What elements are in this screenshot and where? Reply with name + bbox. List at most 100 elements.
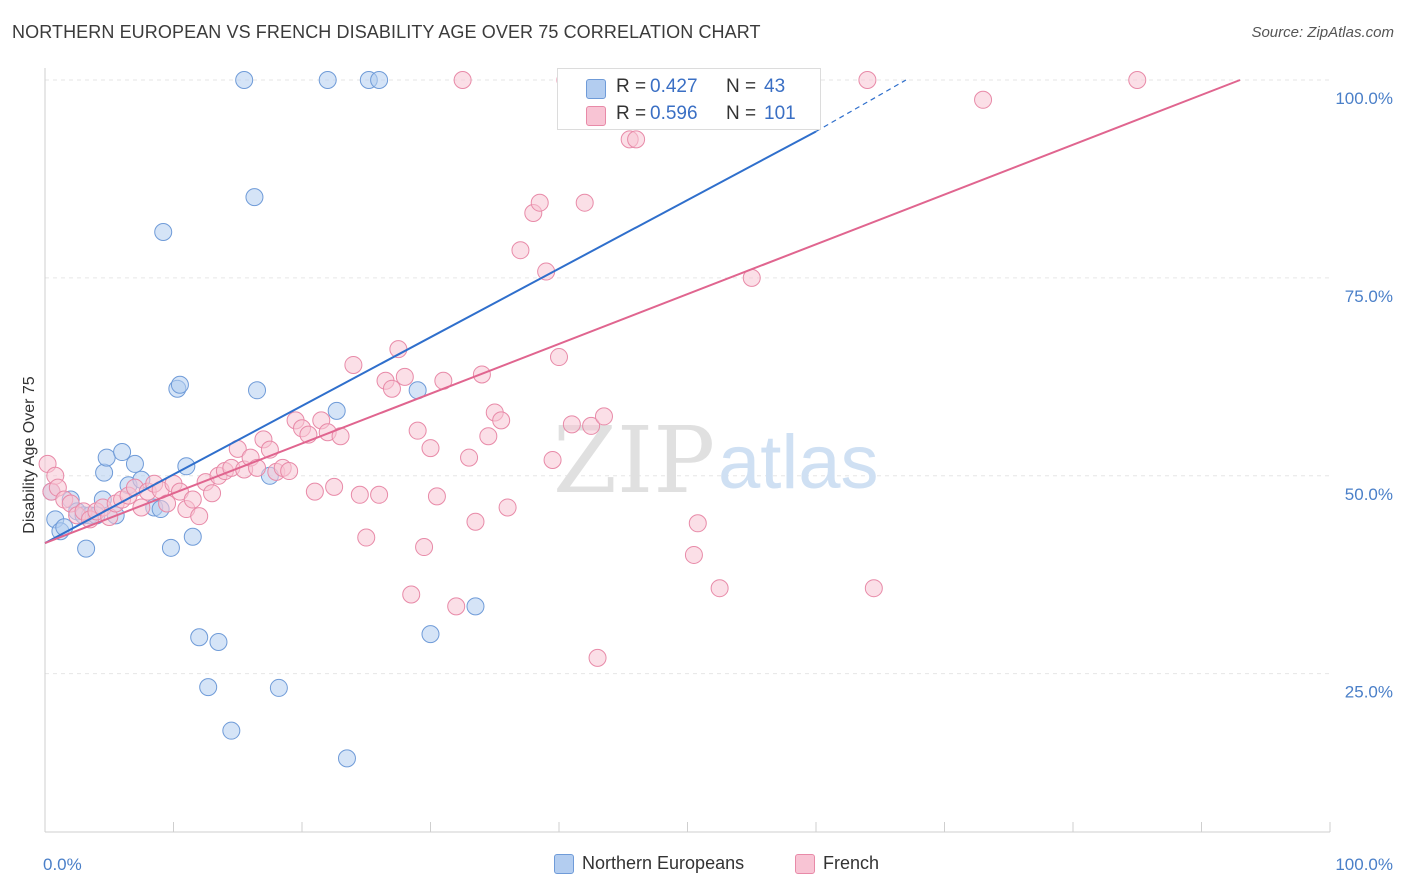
grid-lines: [45, 79, 1330, 675]
northern-europeans-point: [97, 448, 116, 467]
northern-europeans-point: [337, 749, 356, 768]
y-tick-label: 100.0%: [1335, 89, 1393, 108]
northern-europeans-point: [125, 454, 144, 473]
northern-europeans-point: [318, 71, 337, 89]
northern-europeans-point: [113, 443, 132, 462]
northern-europeans-point: [209, 633, 228, 652]
watermark-atlas: atlas: [718, 420, 879, 505]
french-point: [447, 597, 466, 616]
french-point: [688, 514, 707, 533]
french-point: [183, 490, 202, 509]
french-point: [479, 427, 498, 446]
northern-europeans-point: [183, 527, 202, 546]
correlation-legend: R = 0.427 N = 43 R = 0.596 N = 101: [557, 68, 821, 130]
legend-n-value: 43: [764, 76, 786, 97]
northern-europeans-point: [327, 401, 346, 420]
french-point: [280, 462, 299, 481]
legend-row-northern: R = 0.427 N = 43: [558, 73, 820, 101]
french-point: [370, 485, 389, 504]
french-point: [543, 450, 562, 469]
northern-europeans-point: [245, 188, 264, 207]
french-point: [402, 585, 421, 604]
y-tick-label: 25.0%: [1345, 683, 1393, 702]
legend-n-label: N =: [726, 103, 757, 124]
legend-swatch-northern: [586, 79, 606, 99]
french-point: [588, 648, 607, 667]
bottom-legend-label: Northern Europeans: [582, 853, 745, 873]
watermark: ZIP atlas: [553, 407, 879, 514]
french-point: [594, 407, 613, 426]
northern-europeans-point: [235, 71, 254, 89]
french-point: [492, 411, 511, 430]
legend-n-value: 101: [764, 103, 796, 124]
northern-europeans-point: [248, 381, 267, 400]
legend-r-value: 0.596: [650, 103, 698, 124]
trend-lines: [44, 79, 1241, 545]
source-label: Source: ZipAtlas.com: [1251, 24, 1394, 41]
legend-swatch-french: [586, 106, 606, 126]
bottom-swatch-northern: [554, 854, 574, 874]
french-point: [710, 579, 729, 598]
northern-europeans-point: [154, 222, 173, 241]
legend-r-label: R =: [616, 76, 647, 97]
legend-n-label: N =: [726, 76, 757, 97]
french-point: [511, 241, 530, 260]
french-point: [357, 528, 376, 547]
northern-europeans-point: [222, 721, 241, 740]
legend-r-value: 0.427: [650, 76, 698, 97]
legend-row-french: R = 0.596 N = 101: [558, 100, 820, 128]
french-point: [344, 355, 363, 374]
french-point: [530, 193, 549, 212]
french-point: [627, 130, 646, 149]
x-tick-labels: 0.0% 100.0%: [43, 855, 1393, 874]
northern-europeans-point: [199, 678, 218, 697]
northern-europeans-point: [269, 678, 288, 697]
x-tick-label: 0.0%: [43, 855, 82, 874]
french-point: [974, 90, 993, 109]
french-point: [305, 482, 324, 501]
chart-title: NORTHERN EUROPEAN VS FRENCH DISABILITY A…: [12, 22, 761, 42]
northern-europeans-point: [77, 539, 96, 558]
french-point: [408, 421, 427, 440]
bottom-swatch-french: [795, 854, 815, 874]
data-points: [38, 71, 1147, 768]
french-trend-line: [44, 79, 1241, 545]
northern-europeans-trend-extension: [815, 79, 907, 132]
french-point: [864, 579, 883, 598]
y-tick-label: 75.0%: [1345, 287, 1393, 306]
northern-europeans-trend-line: [44, 130, 817, 544]
french-point: [562, 415, 581, 434]
northern-europeans-point: [190, 628, 209, 647]
french-point: [395, 367, 414, 386]
french-point: [498, 498, 517, 517]
northern-europeans-point: [161, 538, 180, 557]
french-point: [190, 507, 209, 526]
french-point: [575, 193, 594, 212]
legend-r-label: R =: [616, 103, 647, 124]
french-point: [684, 545, 703, 564]
french-point: [203, 484, 222, 503]
french-point: [582, 416, 601, 435]
french-point: [460, 448, 479, 467]
french-point: [325, 477, 344, 496]
y-tick-label: 50.0%: [1345, 485, 1393, 504]
french-point: [415, 538, 434, 557]
axes: [44, 68, 1331, 833]
northern-europeans-point: [370, 71, 389, 89]
y-axis-label: Disability Age Over 75: [21, 376, 38, 534]
french-point: [382, 379, 401, 398]
french-point: [550, 348, 568, 367]
northern-europeans-point: [95, 463, 114, 482]
x-tick-label: 100.0%: [1335, 855, 1393, 874]
french-point: [427, 487, 446, 506]
french-point: [858, 71, 877, 89]
northern-europeans-point: [170, 375, 189, 394]
french-point: [466, 512, 485, 531]
northern-europeans-point: [421, 625, 440, 644]
french-point: [1128, 71, 1147, 89]
french-point: [453, 71, 472, 89]
y-tick-labels: 25.0% 50.0% 75.0% 100.0%: [1335, 89, 1393, 702]
bottom-legend-label: French: [823, 853, 880, 873]
northern-europeans-point: [466, 597, 485, 616]
